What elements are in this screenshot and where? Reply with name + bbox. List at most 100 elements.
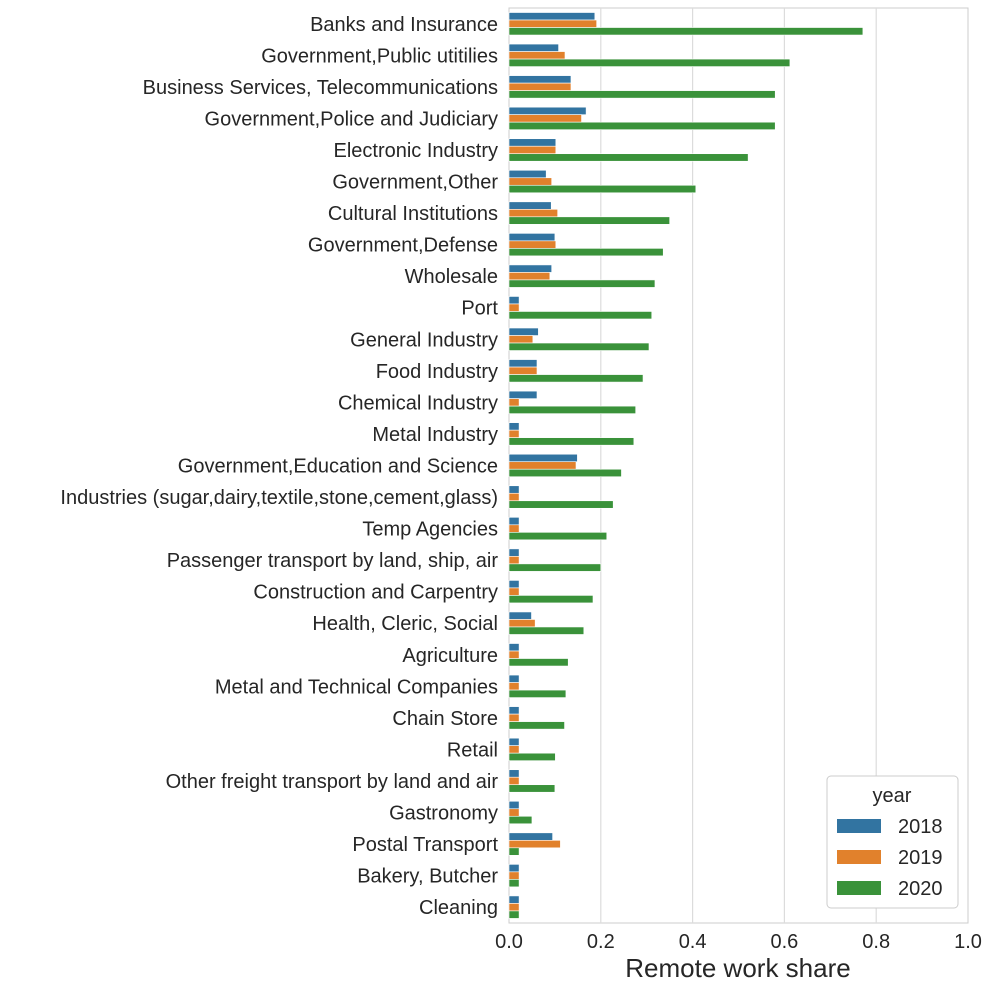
bar-2019 bbox=[508, 524, 520, 533]
bar-2019 bbox=[508, 82, 572, 91]
bar-2020 bbox=[508, 500, 614, 509]
bar-2019 bbox=[508, 114, 582, 123]
bar-2019 bbox=[508, 429, 520, 438]
bar-2018 bbox=[508, 895, 520, 904]
category-label: Government,Defense bbox=[308, 235, 498, 257]
bar-2018 bbox=[508, 548, 520, 557]
bar-2019 bbox=[508, 776, 520, 786]
category-label: Government,Other bbox=[332, 172, 498, 194]
legend-label-2020: 2020 bbox=[898, 878, 943, 900]
legend-label-2018: 2018 bbox=[898, 816, 943, 838]
bar-2018 bbox=[508, 264, 552, 273]
bar-2020 bbox=[508, 784, 556, 793]
bar-2018 bbox=[508, 706, 520, 715]
bar-2020 bbox=[508, 626, 585, 635]
bar-2018 bbox=[508, 43, 559, 52]
bar-2019 bbox=[508, 808, 520, 817]
bar-2018 bbox=[508, 737, 520, 746]
bar-2018 bbox=[508, 359, 538, 368]
bar-2018 bbox=[508, 485, 520, 494]
legend: year 2018 2019 2020 bbox=[826, 775, 959, 909]
bar-2019 bbox=[508, 587, 520, 596]
category-label: Electronic Industry bbox=[333, 140, 498, 162]
bar-2020 bbox=[508, 121, 776, 130]
bar-2019 bbox=[508, 492, 520, 502]
bar-2020 bbox=[508, 311, 653, 320]
category-label: Passenger transport by land, ship, air bbox=[167, 550, 499, 572]
category-label: Retail bbox=[447, 739, 498, 761]
bar-2020 bbox=[508, 689, 567, 698]
bar-2018 bbox=[508, 611, 532, 620]
bar-2019 bbox=[508, 619, 536, 628]
bar-2018 bbox=[508, 138, 557, 147]
bar-2019 bbox=[508, 461, 577, 470]
bar-2018 bbox=[508, 390, 538, 399]
category-label: General Industry bbox=[350, 329, 498, 351]
bar-2018 bbox=[508, 453, 578, 463]
bar-2019 bbox=[508, 682, 520, 691]
category-label: Bakery, Butcher bbox=[357, 866, 498, 888]
bar-2020 bbox=[508, 815, 533, 825]
category-label: Industries (sugar,dairy,textile,stone,ce… bbox=[60, 487, 498, 509]
x-tick-label: 0.6 bbox=[770, 931, 798, 953]
category-label: Chemical Industry bbox=[338, 392, 498, 414]
bar-2018 bbox=[508, 169, 547, 179]
category-label: Wholesale bbox=[405, 266, 498, 288]
category-label: Port bbox=[461, 298, 498, 320]
bar-2018 bbox=[508, 674, 520, 683]
bar-2020 bbox=[508, 658, 569, 667]
bar-2020 bbox=[508, 90, 776, 99]
bar-2020 bbox=[508, 279, 656, 288]
x-tick-labels: 0.0 0.2 0.4 0.6 0.8 1.0 bbox=[495, 931, 982, 953]
bar-2019 bbox=[508, 145, 557, 155]
category-label: Metal Industry bbox=[372, 424, 498, 446]
bar-2018 bbox=[508, 327, 539, 336]
bar-2018 bbox=[508, 864, 520, 873]
bar-2018 bbox=[508, 643, 520, 652]
bar-2019 bbox=[508, 335, 534, 344]
bar-2020 bbox=[508, 468, 622, 478]
bar-2018 bbox=[508, 12, 596, 21]
bar-2020 bbox=[508, 879, 520, 888]
category-label: Banks and Insurance bbox=[310, 14, 498, 36]
bar-2019 bbox=[508, 209, 558, 218]
category-label: Metal and Technical Companies bbox=[215, 676, 498, 698]
bar-2020 bbox=[508, 153, 749, 162]
bar-2018 bbox=[508, 800, 520, 810]
bar-2020 bbox=[508, 58, 791, 67]
x-tick-label: 1.0 bbox=[954, 931, 982, 953]
x-axis-title: Remote work share bbox=[625, 953, 850, 983]
category-label: Other freight transport by land and air bbox=[166, 771, 499, 793]
bar-2018 bbox=[508, 517, 520, 526]
category-label: Gastronomy bbox=[389, 803, 498, 825]
bar-2018 bbox=[508, 233, 556, 242]
bar-2019 bbox=[508, 177, 552, 186]
bar-2019 bbox=[508, 840, 561, 849]
bar-2020 bbox=[508, 532, 608, 541]
x-tick-label: 0.4 bbox=[679, 931, 707, 953]
bar-2019 bbox=[508, 19, 597, 28]
category-label: Business Services, Telecommunications bbox=[143, 77, 498, 99]
bar-2020 bbox=[508, 847, 520, 856]
bar-2020 bbox=[508, 721, 565, 730]
bar-2020 bbox=[508, 563, 602, 572]
x-tick-label: 0.8 bbox=[862, 931, 890, 953]
category-label: Construction and Carpentry bbox=[253, 582, 498, 604]
category-label: Chain Store bbox=[392, 708, 498, 730]
category-label: Food Industry bbox=[376, 361, 498, 383]
bar-2020 bbox=[508, 374, 644, 383]
legend-swatch-2018 bbox=[837, 819, 881, 833]
bar-2018 bbox=[508, 580, 520, 589]
category-label: Government,Education and Science bbox=[178, 455, 498, 477]
bar-2018 bbox=[508, 106, 587, 115]
bar-2018 bbox=[508, 296, 520, 305]
category-label: Agriculture bbox=[402, 645, 498, 667]
bar-2018 bbox=[508, 832, 553, 841]
category-label: Cleaning bbox=[419, 897, 498, 919]
bar-2019 bbox=[508, 398, 520, 407]
bar-2019 bbox=[508, 240, 557, 249]
bar-2019 bbox=[508, 871, 520, 880]
bar-2019 bbox=[508, 713, 520, 722]
bar-2018 bbox=[508, 201, 552, 210]
legend-swatch-2019 bbox=[837, 850, 881, 864]
